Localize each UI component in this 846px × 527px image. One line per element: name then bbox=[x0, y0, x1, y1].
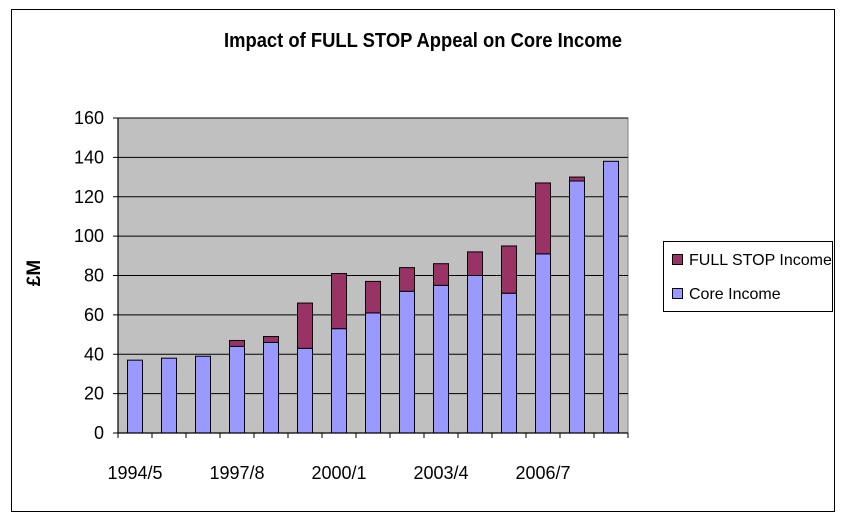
y-tick-label: 40 bbox=[84, 344, 104, 364]
bars bbox=[127, 160, 619, 434]
bar-full-stop bbox=[535, 182, 551, 255]
bar-full-stop bbox=[399, 267, 415, 292]
chart-title: Impact of FULL STOP Appeal on Core Incom… bbox=[223, 30, 623, 52]
bar-core bbox=[467, 275, 483, 434]
bar-full-stop bbox=[433, 263, 449, 286]
bar-core bbox=[331, 328, 347, 434]
bar-core bbox=[263, 341, 279, 434]
legend-item-full-stop: FULL STOP Income bbox=[672, 252, 832, 270]
bar-core bbox=[501, 292, 517, 434]
bar-core bbox=[297, 347, 313, 434]
y-tick-label: 120 bbox=[74, 187, 104, 207]
legend-swatch-full-stop bbox=[672, 254, 683, 266]
legend-item-core: Core Income bbox=[672, 286, 781, 304]
legend-label-core: Core Income bbox=[689, 286, 781, 303]
bar-core bbox=[127, 359, 143, 434]
y-tick-label: 20 bbox=[84, 384, 104, 404]
bar-core bbox=[535, 253, 551, 434]
bar-full-stop bbox=[229, 339, 245, 347]
x-tick-label: 2000/1 bbox=[311, 463, 366, 483]
x-tick-label: 1997/8 bbox=[209, 463, 264, 483]
bar-core bbox=[365, 312, 381, 434]
x-tick-label: 2006/7 bbox=[515, 463, 570, 483]
bar-core bbox=[195, 355, 211, 434]
bar-full-stop bbox=[331, 273, 347, 330]
bar-full-stop bbox=[467, 251, 483, 276]
bar-full-stop bbox=[365, 280, 381, 314]
legend: FULL STOP Income Core Income bbox=[663, 241, 833, 312]
chart-frame bbox=[11, 9, 835, 512]
bar-full-stop bbox=[263, 336, 279, 343]
bar-core bbox=[399, 290, 415, 434]
bar-core bbox=[569, 180, 585, 434]
bar-core bbox=[603, 160, 619, 434]
bar-core bbox=[433, 284, 449, 434]
bar-core bbox=[229, 345, 245, 434]
y-tick-label: 0 bbox=[94, 423, 104, 443]
bar-full-stop bbox=[501, 245, 517, 294]
bar-full-stop bbox=[569, 176, 585, 182]
legend-label-full-stop: FULL STOP Income bbox=[689, 252, 832, 269]
x-tick-label: 2003/4 bbox=[413, 463, 468, 483]
y-tick-label: 60 bbox=[84, 305, 104, 325]
y-tick-label: 140 bbox=[74, 147, 104, 167]
bar-full-stop bbox=[297, 302, 313, 349]
x-tick-labels: 1994/5 1997/8 2000/1 2003/4 2006/7 bbox=[107, 463, 570, 483]
y-tick-label: 80 bbox=[84, 266, 104, 286]
y-tick-label: 100 bbox=[74, 226, 104, 246]
x-tick-label: 1994/5 bbox=[107, 463, 162, 483]
axes bbox=[113, 117, 629, 438]
legend-swatch-core bbox=[672, 288, 683, 300]
y-tick-label: 160 bbox=[74, 108, 104, 128]
bar-core bbox=[161, 357, 177, 434]
y-tick-labels: 0 20 40 60 80 100 120 140 160 bbox=[74, 108, 104, 443]
